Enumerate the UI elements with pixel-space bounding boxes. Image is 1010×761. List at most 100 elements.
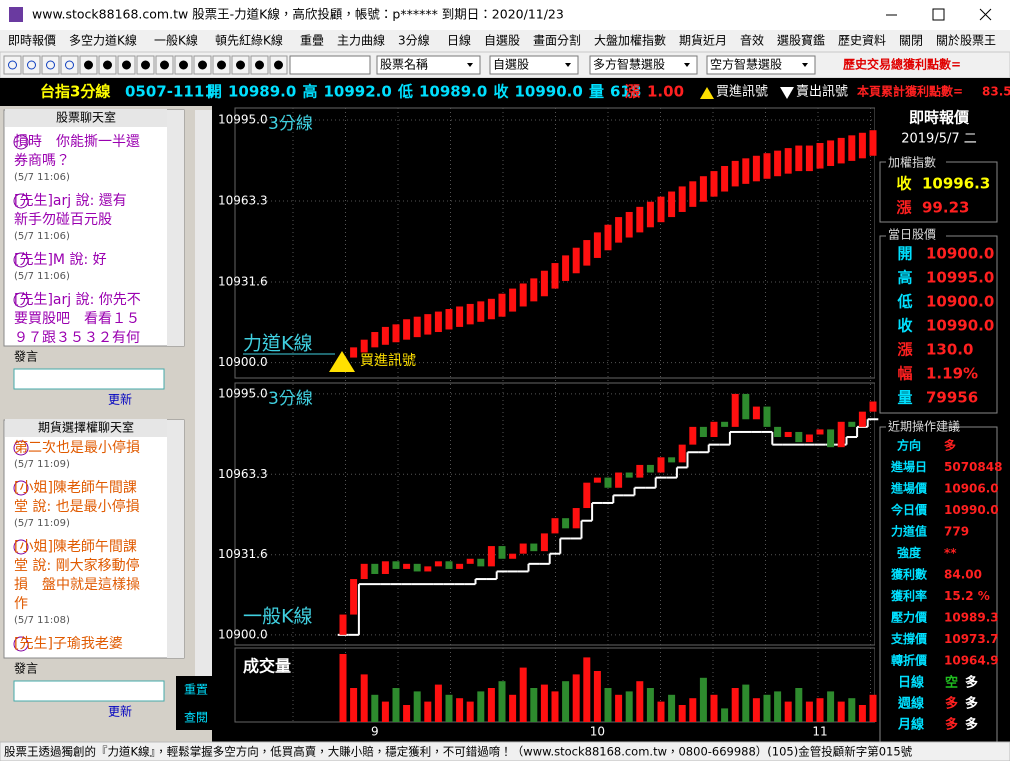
menu-item[interactable]: 期貨近月 — [679, 34, 727, 48]
dropdown[interactable] — [376, 55, 481, 75]
force-bar — [699, 176, 707, 202]
candle-body — [498, 546, 506, 559]
page-profit-value: 83.50 — [982, 85, 1010, 99]
force-bar — [721, 165, 729, 192]
menu-item[interactable]: 3分線 — [398, 33, 430, 48]
volume-bar — [350, 688, 358, 722]
volume-bar — [403, 705, 411, 722]
force-bar — [551, 263, 559, 289]
force-bar — [360, 339, 368, 353]
toolbar-icon — [236, 60, 245, 70]
refresh-button[interactable] — [100, 393, 144, 407]
volume-bar — [858, 705, 866, 722]
trend-label: 日線 — [898, 675, 925, 691]
reset-button[interactable]: 重置 — [184, 683, 208, 697]
candle-body — [445, 561, 453, 569]
row-value: 10906.0 — [944, 482, 999, 496]
force-bar — [498, 293, 506, 317]
menu-item[interactable]: 一般K線 — [154, 33, 198, 48]
menu-item[interactable]: 主力曲線 — [337, 33, 385, 48]
scrollbar[interactable] — [195, 110, 212, 710]
toolbar-button[interactable] — [3, 55, 22, 75]
trend-label: 月線 — [897, 717, 925, 733]
quote-bar — [0, 78, 1010, 106]
candle-body — [413, 563, 421, 572]
menu-item[interactable]: 歷史資料 — [838, 34, 886, 48]
menu-item[interactable]: 選股寶鑑 — [777, 33, 825, 48]
query-button[interactable]: 查閱 — [184, 711, 208, 725]
window-title: www.stock88168.com.tw 股票王-力道K線，高欣投顧，帳號：p… — [32, 7, 564, 22]
row-value: 10990.0 — [944, 503, 999, 517]
menu-item[interactable]: 自選股 — [484, 34, 520, 48]
status-bar — [0, 741, 1010, 761]
trend-value: 空 — [945, 675, 958, 691]
toolbar-icon — [160, 60, 169, 70]
volume-bar — [445, 694, 453, 722]
candle-body — [689, 426, 697, 445]
scrollbar[interactable] — [167, 420, 184, 658]
chat-input[interactable] — [13, 368, 165, 390]
candle-body — [668, 457, 676, 463]
dropdown[interactable] — [706, 55, 816, 75]
refresh-button-label[interactable]: 更新 — [108, 392, 132, 407]
force-bar — [763, 153, 771, 179]
menu-item[interactable]: 畫面分割 — [533, 33, 581, 48]
menu-item[interactable]: 關閉 — [899, 34, 923, 48]
menu-item[interactable]: 日線 — [447, 33, 471, 48]
volume-bar — [456, 698, 464, 722]
menu-item[interactable]: 多空力道K線 — [69, 33, 137, 48]
series-label: 一般K線 — [243, 606, 312, 628]
menu-item[interactable]: 重疊 — [300, 34, 324, 48]
user-icon — [13, 252, 29, 268]
force-bar — [424, 314, 432, 335]
chat-line: 第二次也是最小停損 — [14, 439, 140, 456]
force-bar — [604, 224, 612, 251]
quote-value: 10989.0 — [419, 83, 487, 101]
toolbar-button[interactable] — [60, 55, 79, 75]
quote-value: 618 — [610, 83, 641, 101]
volume-bar — [774, 691, 782, 722]
volume-bar — [731, 688, 739, 722]
symbol-input[interactable] — [289, 55, 371, 75]
x-tick-label: 11 — [812, 725, 827, 739]
close-button[interactable] — [979, 8, 992, 21]
toolbar-icon — [103, 60, 112, 70]
menu-item[interactable]: 即時報價 — [8, 34, 56, 48]
volume-bar — [477, 691, 485, 722]
volume-bar — [752, 698, 760, 722]
toolbar-button[interactable] — [41, 55, 60, 75]
box-title: 加權指數 — [888, 156, 936, 170]
symbol: 台指3分線 — [40, 83, 110, 101]
volume-bar — [636, 681, 644, 722]
box-title-bg — [886, 419, 946, 435]
volume-bar — [381, 701, 389, 722]
volume-bar — [837, 701, 845, 722]
menu-bar — [0, 30, 1010, 52]
menu-item[interactable]: 頓先紅綠K線 — [215, 33, 283, 48]
refresh-button-label[interactable]: 更新 — [108, 704, 132, 719]
force-bar — [445, 309, 453, 330]
chat-title: 股票聊天室 — [56, 110, 116, 125]
menu-item[interactable]: 音效 — [740, 33, 764, 48]
status-text: 股票王透過獨創的『力道K線』，輕鬆掌握多空方向，低買高賣，大賺小賠，穩定獲利，不… — [4, 745, 913, 759]
volume-bar — [763, 694, 771, 722]
chat-title: 期貨選擇權聊天室 — [38, 420, 134, 435]
chat-input[interactable] — [13, 680, 165, 702]
refresh-button[interactable] — [100, 705, 144, 719]
dropdown[interactable] — [489, 55, 579, 75]
candle-body — [678, 444, 686, 463]
scrollbar[interactable] — [167, 110, 184, 346]
maximize-button[interactable] — [932, 8, 945, 21]
volume-bar — [498, 681, 506, 722]
volume-bar — [827, 691, 835, 722]
dropdown[interactable] — [589, 55, 698, 75]
candle-body — [646, 464, 654, 473]
candle-body — [721, 421, 729, 427]
y-tick-label: 10900.0 — [218, 355, 268, 369]
toolbar-button[interactable] — [22, 55, 41, 75]
row-label: 幅 — [897, 365, 912, 383]
toolbar-icon — [122, 60, 131, 70]
candle-body — [551, 518, 559, 534]
menu-item[interactable]: 關於股票王 — [936, 33, 996, 48]
menu-item[interactable]: 大盤加權指數 — [594, 34, 666, 48]
